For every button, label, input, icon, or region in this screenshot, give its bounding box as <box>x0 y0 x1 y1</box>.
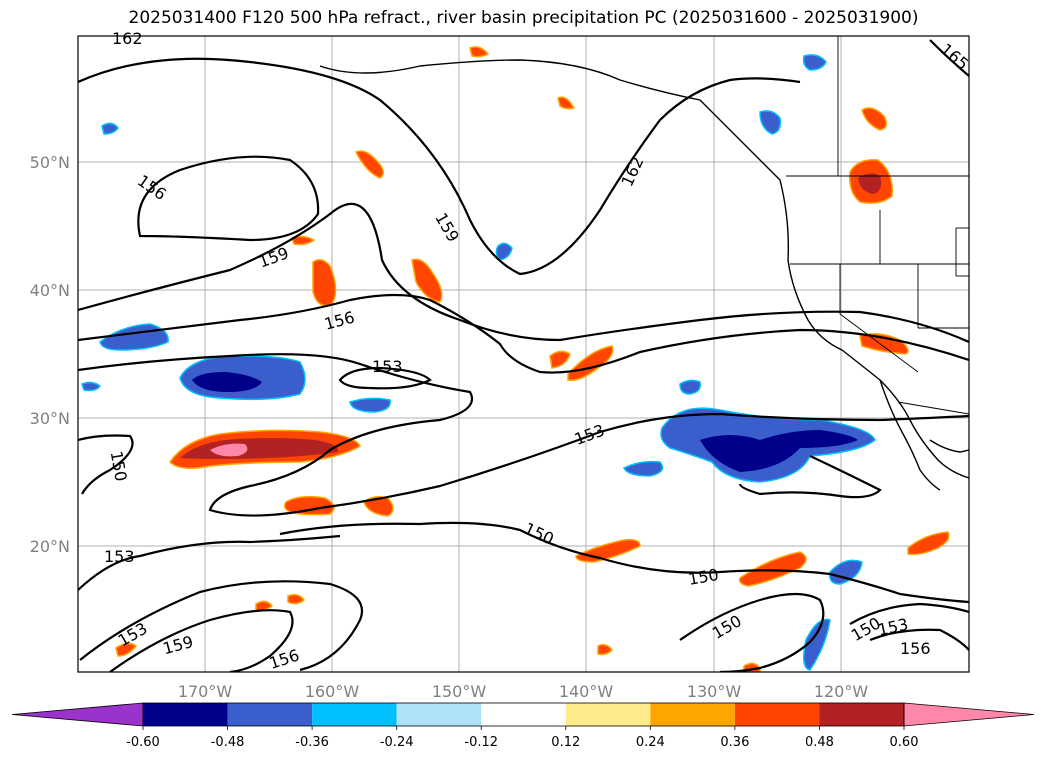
political-borders <box>786 36 969 415</box>
lon-label-140w: 140°W <box>559 682 614 701</box>
coastline-mexico <box>929 439 969 453</box>
colorbar-segment <box>481 703 566 726</box>
contour-label: 156 <box>900 639 931 658</box>
positive-blob-53n <box>861 107 887 131</box>
negative-blob-28n <box>349 397 391 413</box>
contour-153-closed <box>338 366 432 390</box>
coastline-baja <box>879 379 941 491</box>
positive-blob-20n-east <box>907 531 950 556</box>
lat-label-40n: 40°N <box>30 281 70 300</box>
colorbar-segment <box>396 703 482 726</box>
positive-blob-33n <box>567 345 614 381</box>
contour-label: 153 <box>104 547 135 566</box>
contour-150-south <box>679 592 825 672</box>
contour-label: 162 <box>112 29 143 48</box>
negative-blob-18n <box>828 559 863 585</box>
positive-blob-44n <box>291 235 316 246</box>
positive-anomaly-fills <box>115 46 950 672</box>
positive-blob-23n-b <box>363 495 394 517</box>
colorbar-tick-label: 0.24 <box>636 735 665 750</box>
negative-blob-east-25n <box>622 460 664 477</box>
colorbar-tick-label: -0.24 <box>380 735 414 750</box>
negative-blob-44n <box>495 242 513 261</box>
lon-label-160w: 160°W <box>305 682 360 701</box>
negative-blob-gulf <box>802 54 827 71</box>
contour-153 <box>78 353 969 517</box>
negative-anomaly-fills <box>81 54 876 671</box>
colorbar-extend-min <box>11 702 144 727</box>
lat-label-50n: 50°N <box>30 153 70 172</box>
colorbar-segment <box>312 703 397 726</box>
gridlines <box>78 36 969 672</box>
negative-blob-north-ak <box>101 122 119 135</box>
positive-blob-35n-coast <box>859 333 909 355</box>
negative-core-east-28n <box>700 430 858 472</box>
lat-label-30n: 30°N <box>30 409 70 428</box>
positive-core-48n <box>858 173 882 194</box>
positive-blob-12n <box>115 642 138 657</box>
colorbar-tick-label: -0.36 <box>295 735 329 750</box>
contour-156 <box>78 293 969 374</box>
longitude-labels: 170°W 160°W 150°W 140°W 130°W 120°W <box>178 682 869 701</box>
map-background <box>78 36 969 672</box>
positive-blob-53n-b <box>557 96 576 110</box>
colorbar-segment <box>565 703 651 726</box>
map-title: 2025031400 F120 500 hPa refract., river … <box>128 8 919 28</box>
positive-blob-23n-a <box>283 495 335 516</box>
negative-blob-east-34n <box>679 379 702 395</box>
colorbar-tick-label: 0.12 <box>551 735 580 750</box>
contour-159 <box>78 202 969 344</box>
lon-label-120w: 120°W <box>814 682 869 701</box>
positive-blob-14n-b <box>287 593 306 605</box>
lat-label-20n: 20°N <box>30 537 70 556</box>
colorbar-segment <box>819 703 904 726</box>
colorbar-segment <box>650 703 735 726</box>
colorbar-frame <box>142 702 905 727</box>
positive-blob-41n <box>312 259 337 307</box>
colorbar-segment <box>143 703 228 726</box>
contour-159-south <box>109 609 294 672</box>
coastlines <box>319 59 969 491</box>
positive-peak-28n <box>210 443 248 457</box>
negative-blob-12n <box>803 618 831 671</box>
positive-blob-50n <box>354 150 384 179</box>
negative-blob-bc <box>759 110 782 135</box>
negative-core-west-32n <box>192 372 262 392</box>
colorbar-extend-max <box>903 702 1035 727</box>
colorbar-tick-label: -0.48 <box>211 735 245 750</box>
colorbar-tick-label: 0.48 <box>805 735 834 750</box>
map-frame <box>77 35 970 673</box>
positive-blob-56n <box>469 46 490 58</box>
contour-150-central <box>279 521 969 604</box>
contour-153-sw <box>78 534 341 591</box>
coastline-alaska-bc <box>319 59 969 479</box>
contour-156-closed <box>137 155 320 242</box>
contour-165 <box>929 39 969 77</box>
positive-blob-18n <box>738 551 807 587</box>
colorbar-tick-label: -0.60 <box>126 735 160 750</box>
latitude-labels: 20°N 30°N 40°N 50°N <box>30 153 70 556</box>
contour-150-west <box>78 434 134 495</box>
positive-blob-11n <box>597 643 613 656</box>
colorbar-tick-label: -0.12 <box>464 735 498 750</box>
colorbar-tick-label: 0.36 <box>720 735 749 750</box>
lon-label-150w: 150°W <box>432 682 487 701</box>
contour-153-se <box>849 602 969 625</box>
colorbar-segment <box>227 703 313 726</box>
negative-blob-31n-west <box>81 381 102 392</box>
positive-blob-41n-b <box>411 258 443 303</box>
colorbar-tick-label: 0.60 <box>890 735 919 750</box>
contour-150-closed-east <box>738 455 882 499</box>
contour-label: 153 <box>372 357 403 376</box>
colorbar-segment <box>734 703 820 726</box>
positive-blob-34n <box>549 350 571 369</box>
colorbar: -0.60 -0.48 -0.36 -0.24 -0.12 0.12 0.24 0.36 0.4… <box>11 702 1035 750</box>
lon-label-130w: 130°W <box>687 682 742 701</box>
contour-156-se <box>869 628 969 651</box>
contour-153-south <box>79 580 363 672</box>
lon-label-170w: 170°W <box>178 682 233 701</box>
